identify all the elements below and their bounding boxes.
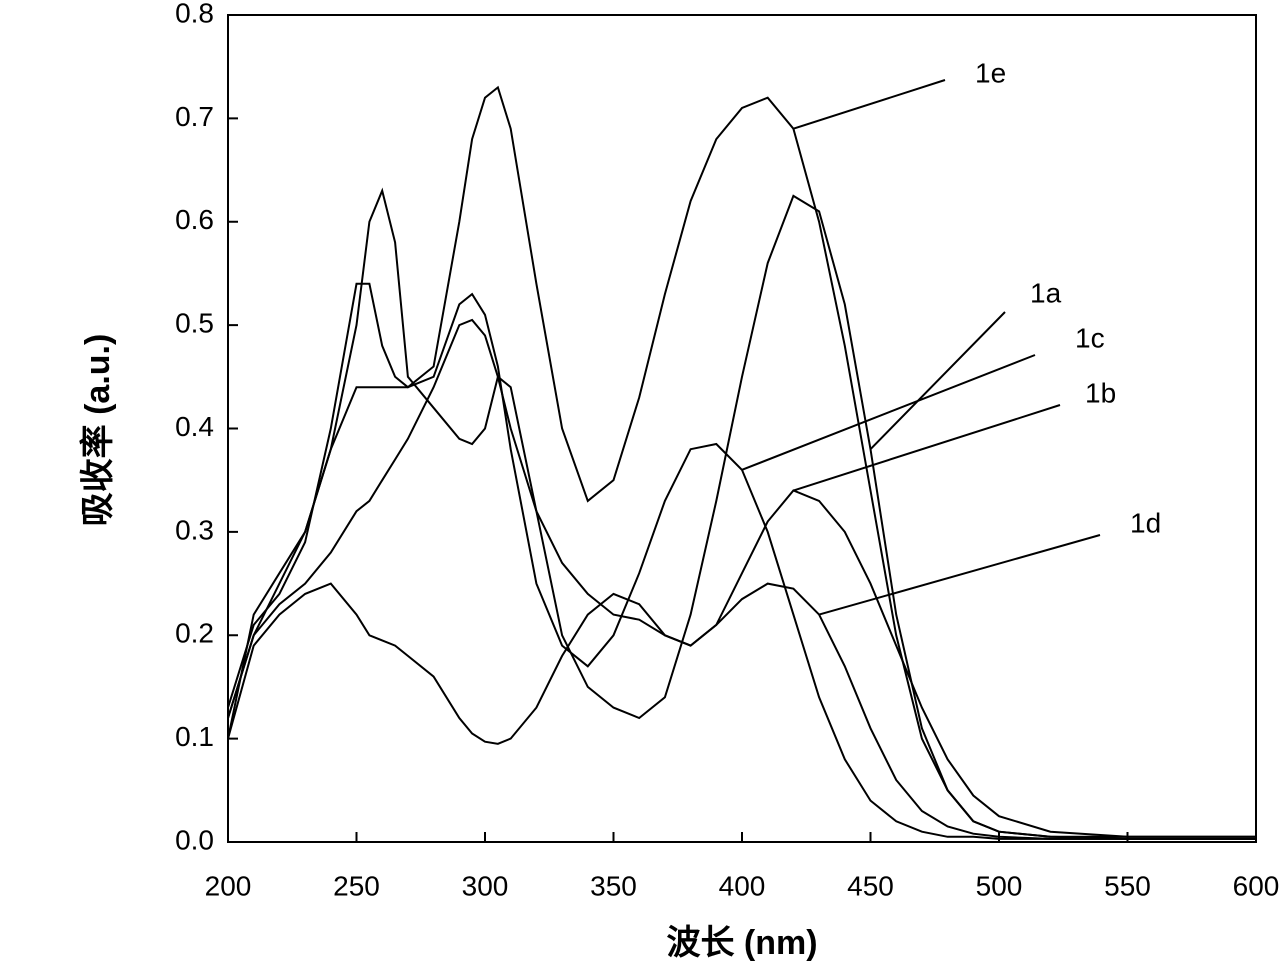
y-tick-label: 0.5 — [175, 308, 214, 339]
y-tick-label: 0.1 — [175, 721, 214, 752]
x-tick-label: 200 — [205, 870, 252, 901]
y-axis-title: 吸收率 (a.u.) — [79, 334, 117, 527]
y-tick-label: 0.7 — [175, 101, 214, 132]
x-tick-label: 600 — [1233, 870, 1280, 901]
series-label: 1c — [1075, 322, 1105, 353]
leader-line — [793, 405, 1060, 491]
x-axis-title: 波长 (nm) — [666, 924, 817, 962]
series-label: 1a — [1030, 277, 1062, 308]
y-tick-label: 0.2 — [175, 618, 214, 649]
series-label: 1d — [1130, 507, 1161, 538]
x-tick-label: 300 — [462, 870, 509, 901]
leader-line — [742, 355, 1035, 470]
plot-frame — [228, 15, 1256, 842]
x-tick-label: 350 — [590, 870, 637, 901]
y-tick-label: 0.4 — [175, 411, 214, 442]
y-tick-label: 0.8 — [175, 0, 214, 28]
y-tick-label: 0.0 — [175, 824, 214, 855]
series-line — [228, 87, 1256, 836]
series-line — [228, 191, 1256, 839]
x-tick-label: 400 — [719, 870, 766, 901]
y-tick-label: 0.6 — [175, 204, 214, 235]
leader-line — [793, 80, 945, 129]
series-label: 1e — [975, 57, 1006, 88]
leader-line — [819, 535, 1100, 615]
y-tick-label: 0.3 — [175, 514, 214, 545]
series-line — [228, 284, 1256, 839]
series-label: 1b — [1085, 377, 1116, 408]
x-tick-label: 450 — [847, 870, 894, 901]
x-tick-label: 500 — [976, 870, 1023, 901]
x-tick-label: 550 — [1104, 870, 1151, 901]
x-tick-label: 250 — [333, 870, 380, 901]
series-line — [228, 584, 1256, 839]
